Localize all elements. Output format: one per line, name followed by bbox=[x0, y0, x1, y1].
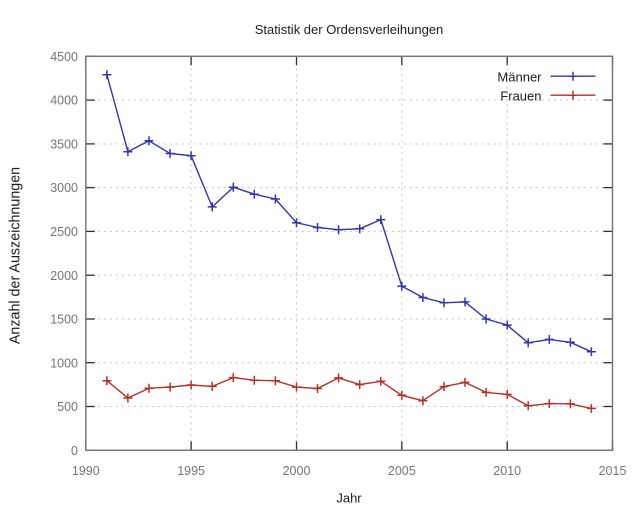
svg-text:Männer: Männer bbox=[497, 69, 542, 84]
svg-text:1990: 1990 bbox=[72, 464, 100, 478]
svg-text:0: 0 bbox=[71, 444, 78, 458]
svg-text:1000: 1000 bbox=[50, 356, 78, 370]
svg-text:3500: 3500 bbox=[50, 138, 78, 152]
svg-text:2000: 2000 bbox=[50, 269, 78, 283]
svg-text:Jahr: Jahr bbox=[336, 491, 362, 506]
svg-text:2000: 2000 bbox=[283, 464, 311, 478]
svg-text:500: 500 bbox=[57, 400, 78, 414]
svg-text:Statistik der Ordensverleihung: Statistik der Ordensverleihungen bbox=[255, 22, 444, 37]
svg-text:4000: 4000 bbox=[50, 94, 78, 108]
svg-text:3000: 3000 bbox=[50, 181, 78, 195]
svg-text:Frauen: Frauen bbox=[500, 88, 541, 103]
svg-text:2015: 2015 bbox=[599, 464, 627, 478]
svg-text:1500: 1500 bbox=[50, 313, 78, 327]
svg-text:4500: 4500 bbox=[50, 50, 78, 64]
svg-text:2010: 2010 bbox=[493, 464, 521, 478]
svg-text:Anzahl der Auszeichnungen: Anzahl der Auszeichnungen bbox=[8, 167, 24, 344]
svg-text:2005: 2005 bbox=[388, 464, 416, 478]
svg-text:1995: 1995 bbox=[177, 464, 205, 478]
svg-text:2500: 2500 bbox=[50, 225, 78, 239]
